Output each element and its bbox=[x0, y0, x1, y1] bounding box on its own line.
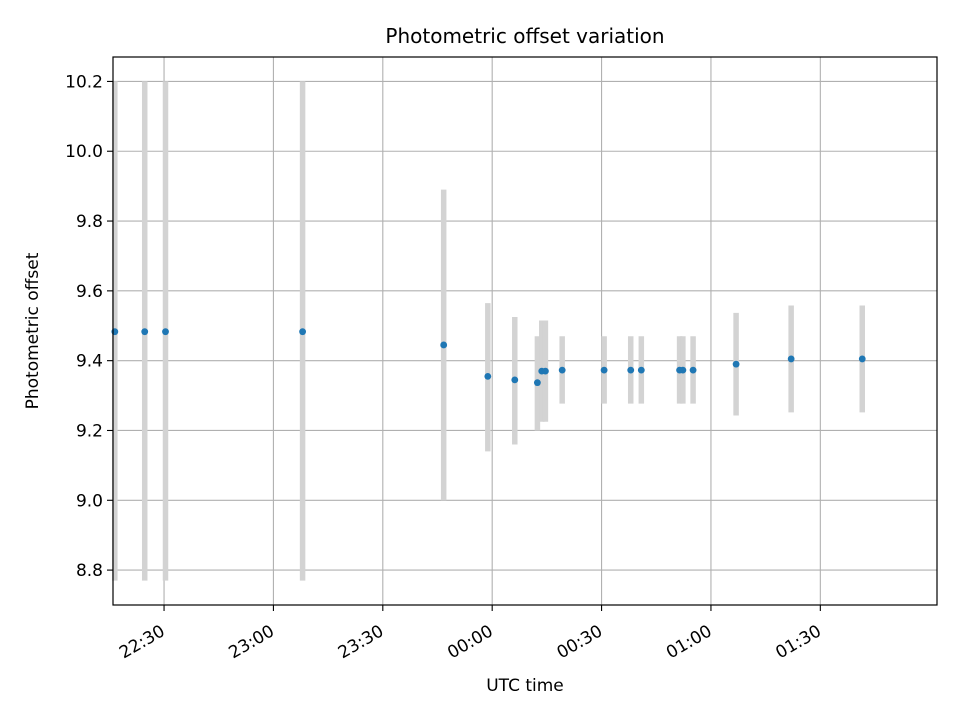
y-tick-label: 9.2 bbox=[76, 421, 103, 441]
data-point bbox=[533, 379, 541, 387]
data-point bbox=[679, 366, 687, 374]
data-point bbox=[141, 328, 149, 336]
data-point bbox=[787, 355, 795, 363]
grid bbox=[113, 57, 937, 605]
y-tick-label: 9.6 bbox=[76, 282, 103, 302]
data-point bbox=[689, 366, 697, 374]
data-point bbox=[637, 366, 645, 374]
data-point bbox=[440, 341, 448, 349]
x-axis-label: UTC time bbox=[486, 676, 564, 696]
data-point bbox=[627, 366, 635, 374]
data-point bbox=[858, 355, 866, 363]
y-axis: 8.8 9.0 9.2 9.4 9.6 9.8 10.0 10.2 bbox=[65, 72, 113, 581]
y-tick-label: 9.0 bbox=[76, 491, 103, 511]
data-point bbox=[542, 367, 549, 375]
y-tick-label: 10.0 bbox=[65, 142, 103, 162]
data-point bbox=[558, 366, 566, 374]
data-point bbox=[600, 366, 608, 374]
chart-title: Photometric offset variation bbox=[385, 24, 664, 48]
data-point bbox=[484, 372, 492, 380]
y-tick-label: 9.4 bbox=[76, 352, 103, 372]
data-point bbox=[162, 328, 169, 336]
plot-frame bbox=[112, 56, 938, 606]
y-tick-label: 8.8 bbox=[76, 561, 103, 581]
data-points bbox=[111, 328, 866, 387]
data-point bbox=[511, 376, 519, 384]
y-axis-label: Photometric offset bbox=[23, 252, 43, 409]
y-tick-label: 9.8 bbox=[76, 212, 103, 232]
data-point bbox=[299, 328, 306, 336]
y-tick-label: 10.2 bbox=[65, 72, 103, 92]
data-point bbox=[732, 360, 740, 368]
